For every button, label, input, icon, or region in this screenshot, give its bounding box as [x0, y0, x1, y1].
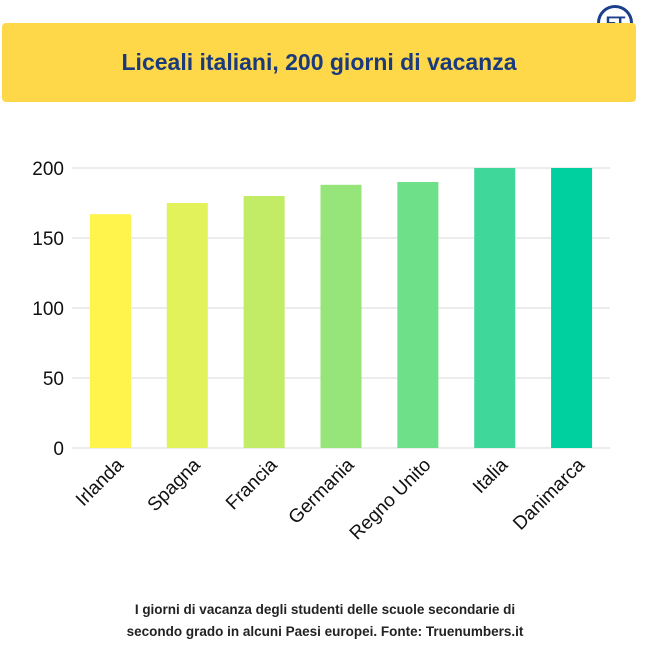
x-category-label: Germania: [285, 454, 359, 528]
bar-regno-unito: [397, 182, 439, 448]
caption-line-1: I giorni di vacanza degli studenti delle…: [134, 602, 516, 617]
bar-spagna: [166, 203, 208, 448]
y-tick-label: 0: [53, 439, 64, 460]
bar-francia: [243, 196, 285, 448]
title-banner: Liceali italiani, 200 giorni di vacanza: [2, 23, 636, 102]
y-tick-label: 150: [32, 229, 64, 250]
chart-caption: I giorni di vacanza degli studenti delle…: [0, 599, 650, 643]
x-category-label: Italia: [469, 454, 513, 498]
x-category-label: Danimarca: [509, 454, 589, 534]
y-axis-ticks: 0 50 100 150 200: [32, 159, 64, 460]
bars: [89, 168, 593, 449]
y-tick-label: 100: [32, 299, 64, 320]
x-category-label: Francia: [222, 454, 282, 514]
y-tick-label: 200: [32, 159, 64, 180]
x-category-label: Irlanda: [72, 454, 128, 510]
bar-germania: [320, 184, 362, 449]
x-category-label: Regno Unito: [346, 455, 436, 545]
y-tick-label: 50: [43, 369, 64, 390]
bar-irlanda: [89, 214, 131, 448]
chart-title: Liceali italiani, 200 giorni di vacanza: [121, 49, 517, 75]
x-category-label: Spagna: [144, 454, 205, 515]
bar-italia: [474, 168, 516, 448]
caption-line-2: secondo grado in alcuni Paesi europei. F…: [126, 624, 524, 639]
bar-danimarca: [551, 168, 593, 448]
